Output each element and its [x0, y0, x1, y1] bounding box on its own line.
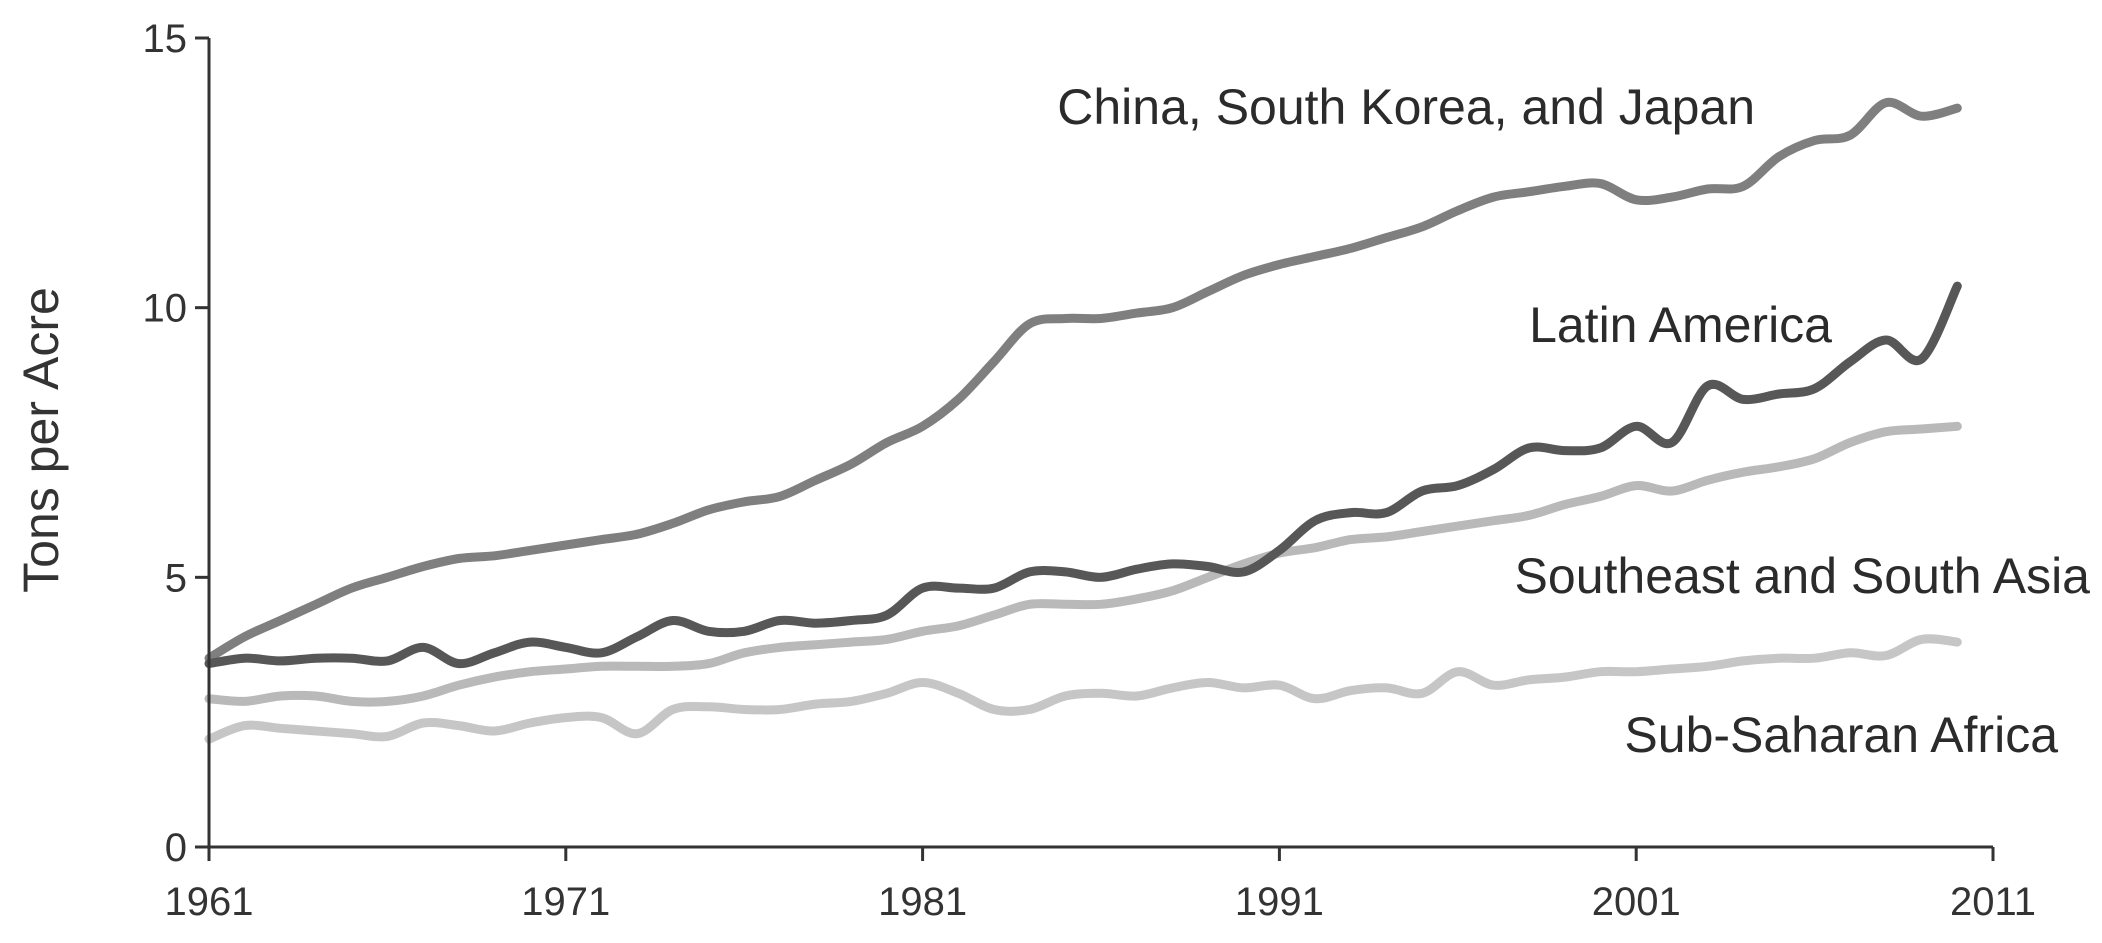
x-tick-label: 2011: [1950, 880, 2036, 924]
series-line-sub-saharan-africa: [204, 634, 1962, 744]
series-line-southeast-and-south-asia: [204, 421, 1962, 707]
y-axis-title: Tons per Acre: [13, 287, 69, 593]
x-tick-label: 1981: [878, 880, 967, 924]
x-tick-label: 2001: [1592, 880, 1681, 924]
x-tick-label: 1961: [165, 880, 254, 924]
y-tick-label: 15: [143, 17, 188, 61]
ticks-layer: 0 5 10 15 1961 1971 1981 1991 2001 2011: [143, 17, 2037, 924]
series-label-china-south-korea-and-japan: China, South Korea, and Japan: [1057, 79, 1755, 135]
series-label-latin-america: Latin America: [1529, 297, 1832, 353]
series-label-southeast-and-south-asia: Southeast and South Asia: [1515, 548, 2091, 604]
x-tick-label: 1971: [521, 880, 610, 924]
series-line-china-south-korea-and-japan: [204, 97, 1962, 663]
y-tick-label: 10: [143, 287, 188, 331]
y-tick-label: 0: [165, 826, 187, 870]
series-labels: China, South Korea, and Japan Latin Ameri…: [1057, 79, 2090, 763]
y-tick-label: 5: [165, 556, 187, 600]
axes-layer: [207, 38, 1993, 849]
series-label-sub-saharan-africa: Sub-Saharan Africa: [1624, 707, 2058, 763]
x-tick-label: 1991: [1235, 880, 1324, 924]
series-layer: [204, 97, 1962, 744]
series-line-latin-america: [204, 281, 1962, 669]
